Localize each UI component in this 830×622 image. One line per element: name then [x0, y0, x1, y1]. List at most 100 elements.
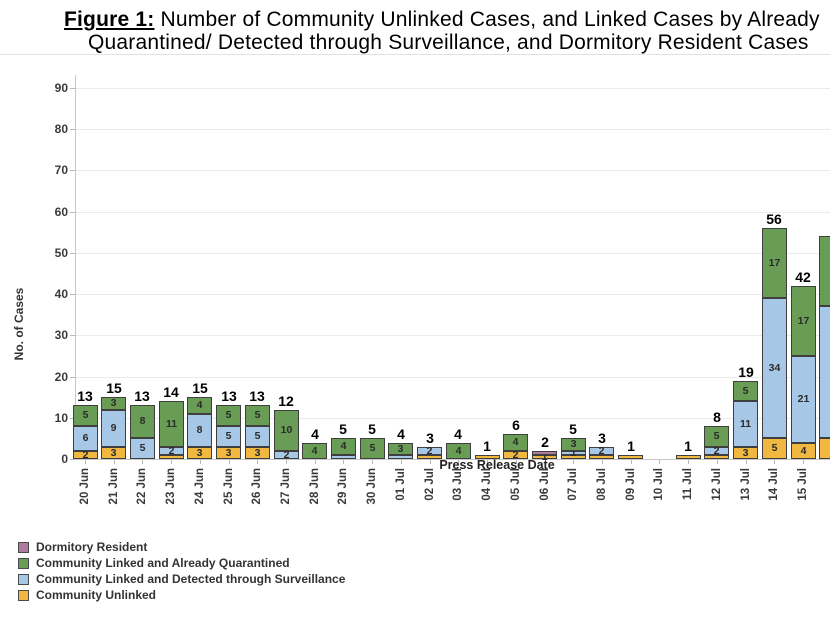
- x-axis-tick: [257, 460, 258, 464]
- bar-total-label: 15: [106, 380, 122, 396]
- x-axis-line: [75, 459, 830, 460]
- bar-segment-surveillance: 2: [704, 446, 729, 456]
- x-axis-tick-label: 30 Jun: [366, 468, 378, 505]
- x-axis-tick: [229, 460, 230, 464]
- legend-label: Dormitory Resident: [36, 540, 148, 554]
- bar-segment-quarantined: 5: [73, 405, 98, 426]
- y-axis-tick: [70, 253, 75, 254]
- bar-segment-surveillance: 11: [733, 401, 758, 447]
- bar-segment-unlinked: [589, 455, 614, 459]
- bar-segment-surveillance: 5: [216, 426, 241, 447]
- bar-segment-value: 5: [771, 442, 778, 455]
- bar-segment-value: 11: [165, 417, 178, 430]
- x-axis-tick: [717, 460, 718, 464]
- bar-segment-surveillance: 6: [73, 426, 98, 451]
- bar-segment-unlinked: 3: [216, 447, 241, 459]
- x-axis-tick-label: 23 Jun: [165, 468, 177, 505]
- bar-total-label: 1: [684, 438, 692, 454]
- x-axis-tick-label: 22 Jun: [136, 468, 148, 505]
- x-axis-tick: [458, 460, 459, 464]
- x-axis-tick: [315, 460, 316, 464]
- y-axis-tick-label: 10: [54, 411, 68, 425]
- x-axis-tick-label: 04 Jul: [481, 468, 493, 501]
- bar-total-label: 1: [627, 438, 635, 454]
- bar-segment-quarantined: 17: [791, 286, 816, 356]
- y-axis-tick: [70, 129, 75, 130]
- x-axis-tick: [545, 460, 546, 464]
- bar-segment-value: 8: [139, 415, 146, 428]
- y-axis-tick: [70, 294, 75, 295]
- bar-segment-quarantined: 10: [274, 410, 299, 451]
- x-axis-tick: [602, 460, 603, 464]
- y-axis-tick-label: 40: [54, 287, 68, 301]
- bar-segment-quarantined: 3: [388, 443, 413, 455]
- bar-segment-surveillance: 2: [589, 444, 614, 457]
- bar-segment-unlinked: [819, 438, 830, 459]
- y-gridline: [75, 88, 830, 89]
- bar-segment-surveillance: 2: [417, 446, 442, 456]
- bar-segment-unlinked: [417, 455, 442, 459]
- legend-item-surveillance: Community Linked and Detected through Su…: [18, 571, 345, 587]
- legend-swatch-unlinked: [18, 589, 29, 601]
- bar-segment-unlinked: [475, 455, 500, 459]
- bar-segment-value: 3: [225, 446, 232, 459]
- bar-segment-quarantined: 4: [503, 434, 528, 451]
- bar-total-label: 1: [483, 438, 491, 454]
- bar-segment-value: 34: [768, 361, 781, 374]
- bar-segment-value: 5: [82, 409, 89, 422]
- title-divider-line: [0, 54, 830, 55]
- bar-segment-surveillance: 8: [187, 414, 212, 447]
- bar-segment-quarantined: 5: [704, 426, 729, 447]
- y-axis-tick: [70, 212, 75, 213]
- bar-segment-surveillance: [331, 455, 356, 459]
- bar-segment-value: 1: [570, 446, 577, 459]
- x-axis-tick-label: 29 Jun: [337, 468, 349, 505]
- bar-segment-value: 10: [280, 424, 293, 437]
- bar-segment-quarantined: [819, 236, 830, 306]
- x-axis-tick-label: 26 Jun: [251, 468, 263, 505]
- figure-title-line1: Figure 1: Number of Community Unlinked C…: [64, 8, 820, 32]
- bar-segment-value: 2: [82, 448, 89, 461]
- x-axis-tick: [516, 460, 517, 464]
- bar-segment-quarantined: 5: [360, 438, 385, 459]
- bar-segment-value: 3: [196, 446, 203, 459]
- bar-segment-value: 4: [196, 399, 203, 412]
- x-axis-tick-label: 10 Jul: [653, 468, 665, 501]
- x-axis-tick-label: 08 Jul: [596, 468, 608, 501]
- bar-total-label: 13: [221, 388, 237, 404]
- bar-segment-value: 8: [196, 424, 203, 437]
- legend-item-quarantined: Community Linked and Already Quarantined: [18, 555, 345, 571]
- bar-segment-dorm: [532, 451, 557, 455]
- bar-segment-unlinked: 3: [245, 447, 270, 459]
- bar-total-label: 5: [368, 421, 376, 437]
- bar-segment-unlinked: 2: [73, 448, 98, 461]
- x-axis-tick: [774, 460, 775, 464]
- bar-segment-value: 2: [168, 444, 175, 457]
- x-axis-tick-label: 07 Jul: [567, 468, 579, 501]
- x-axis-tick-label: 25 Jun: [223, 468, 235, 505]
- bar-segment-value: 4: [512, 436, 519, 449]
- legend-label: Community Linked and Detected through Su…: [36, 572, 346, 586]
- bar-segment-unlinked: [159, 455, 184, 459]
- bar-segment-value: 5: [713, 430, 720, 443]
- bar-segment-surveillance: 9: [101, 410, 126, 447]
- y-gridline: [75, 294, 830, 295]
- bar-segment-unlinked: 3: [187, 447, 212, 459]
- bar-segment-value: 21: [797, 393, 810, 406]
- bar-segment-value: 9: [110, 422, 117, 435]
- bar-total-label: 5: [339, 421, 347, 437]
- bar-segment-value: 6: [82, 432, 89, 445]
- bar-segment-value: 2: [598, 444, 605, 457]
- legend-swatch-surveillance: [18, 573, 29, 585]
- bar-segment-surveillance: 21: [791, 356, 816, 443]
- bar-segment-unlinked: 2: [503, 450, 528, 460]
- bar-segment-unlinked: [704, 455, 729, 459]
- bar-segment-unlinked: 3: [733, 447, 758, 459]
- bar-segment-value: 2: [283, 448, 290, 461]
- y-axis-tick-label: 30: [54, 328, 68, 342]
- bar-segment-surveillance: 5: [245, 426, 270, 447]
- bar-segment-value: 3: [570, 438, 577, 451]
- bar-segment-quarantined: 3: [101, 397, 126, 410]
- bar-total-label: 13: [134, 388, 150, 404]
- legend-label: Community Linked and Already Quarantined: [36, 556, 290, 570]
